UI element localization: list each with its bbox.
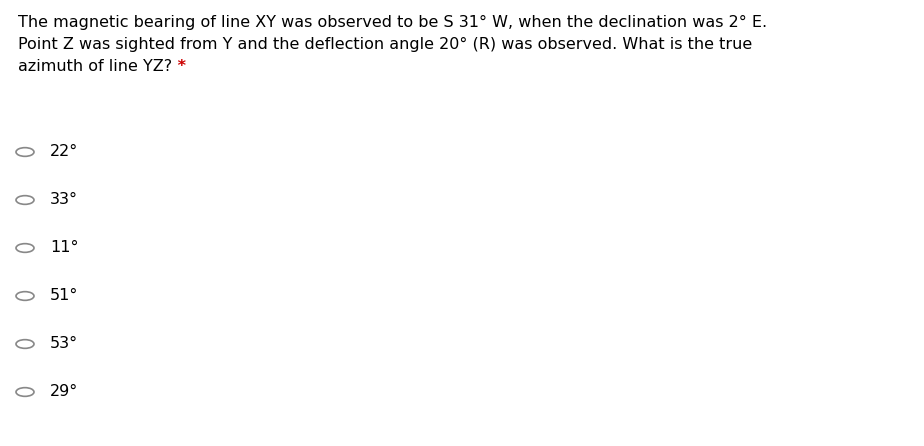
- Text: Point Z was sighted from Y and the deflection angle 20° (R) was observed. What i: Point Z was sighted from Y and the defle…: [18, 37, 752, 52]
- Text: The magnetic bearing of line XY was observed to be S 31° W, when the declination: The magnetic bearing of line XY was obse…: [18, 15, 767, 30]
- Text: 29°: 29°: [50, 384, 79, 400]
- Text: *: *: [172, 59, 186, 74]
- Text: 51°: 51°: [50, 289, 79, 303]
- Text: 53°: 53°: [50, 336, 79, 351]
- Text: azimuth of line YZ?: azimuth of line YZ?: [18, 59, 172, 74]
- Text: 22°: 22°: [50, 145, 79, 160]
- Text: 11°: 11°: [50, 240, 79, 256]
- Text: 33°: 33°: [50, 193, 78, 207]
